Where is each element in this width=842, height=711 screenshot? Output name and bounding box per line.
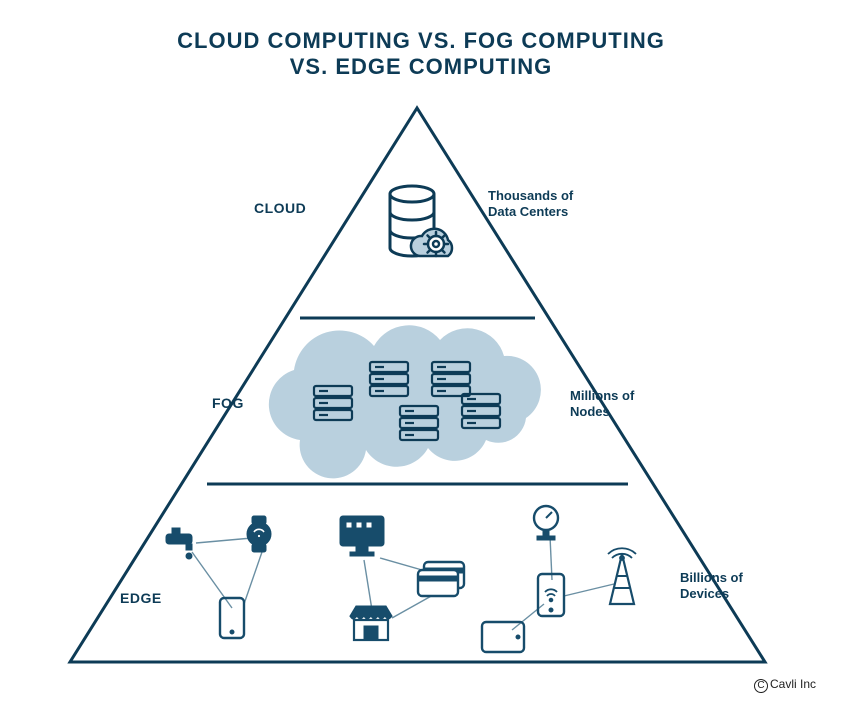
smartphone-wifi-icon — [538, 574, 564, 616]
fog-cloud-icon — [269, 325, 541, 478]
gauge-icon — [534, 506, 558, 540]
edge-devices — [166, 506, 636, 652]
credit-card-icon — [418, 562, 464, 596]
copyright-icon: C — [754, 679, 768, 693]
faucet-icon — [166, 528, 192, 559]
tier-label-fog: FOG — [212, 395, 244, 411]
tier-desc-cloud: Thousands of Data Centers — [488, 188, 573, 219]
smartphone-icon — [220, 598, 244, 638]
cloud-gear-icon — [411, 229, 452, 256]
storefront-icon — [350, 606, 392, 640]
attribution-text: Cavli Inc — [770, 677, 816, 691]
tablet-icon — [482, 622, 524, 652]
smartwatch-icon — [247, 516, 271, 552]
tier-label-edge: EDGE — [120, 590, 162, 606]
tier-desc-edge: Billions of Devices — [680, 570, 743, 601]
cloud-tier-icon — [390, 186, 452, 256]
monitor-icon — [340, 516, 384, 556]
tier-label-cloud: CLOUD — [254, 200, 306, 216]
attribution: CCavli Inc — [754, 677, 816, 693]
tier-desc-fog: Millions of Nodes — [570, 388, 634, 419]
cell-tower-icon — [608, 548, 636, 604]
